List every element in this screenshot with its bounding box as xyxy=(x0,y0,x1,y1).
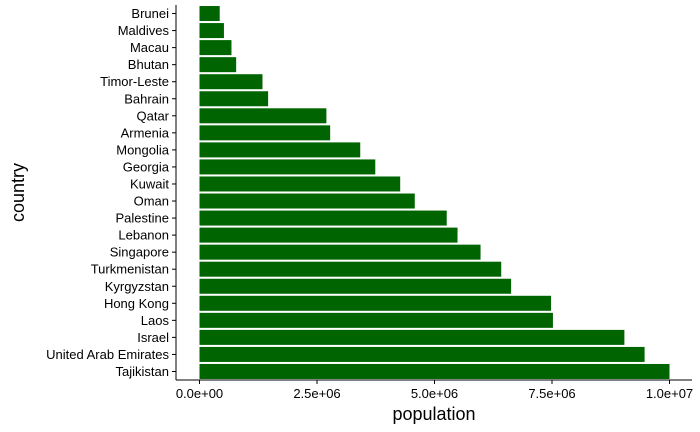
y-tick-label: Laos xyxy=(141,313,170,328)
bar-mongolia xyxy=(199,142,361,158)
bar-united-arab-emirates xyxy=(199,346,645,362)
y-tick-label: Bahrain xyxy=(124,91,169,106)
y-tick-label: United Arab Emirates xyxy=(46,347,169,362)
y-tick-label: Tajikistan xyxy=(116,364,169,379)
y-tick-label: Brunei xyxy=(131,6,169,21)
y-tick-label: Oman xyxy=(134,194,169,209)
y-tick-label: Timor-Leste xyxy=(100,74,169,89)
bar-bhutan xyxy=(199,57,237,73)
y-tick-label: Kuwait xyxy=(130,176,169,191)
x-axis-ticks: 0.0e+00 2.5e+06 5.0e+06 7.5e+06 1.0e+07 xyxy=(176,380,693,401)
bar-kuwait xyxy=(199,176,401,192)
bar-georgia xyxy=(199,159,376,175)
bar-armenia xyxy=(199,125,331,141)
x-tick-label: 1.0e+07 xyxy=(646,386,693,401)
x-tick-label: 7.5e+06 xyxy=(528,386,575,401)
bar-laos xyxy=(199,312,553,328)
bar-macau xyxy=(199,40,232,56)
x-tick-label: 2.5e+06 xyxy=(293,386,340,401)
x-tick-label: 0.0e+00 xyxy=(176,386,223,401)
y-axis-title: country xyxy=(8,163,28,222)
bar-timor-leste xyxy=(199,74,263,90)
y-tick-label: Bhutan xyxy=(128,57,169,72)
bar-kyrgyzstan xyxy=(199,278,512,294)
bar-hong-kong xyxy=(199,295,552,311)
bar-turkmenistan xyxy=(199,261,502,277)
y-tick-label: Hong Kong xyxy=(104,296,169,311)
y-tick-label: Kyrgyzstan xyxy=(105,279,169,294)
bar-lebanon xyxy=(199,227,458,243)
plot-area xyxy=(199,6,670,379)
y-tick-label: Macau xyxy=(130,40,169,55)
bar-brunei xyxy=(199,6,220,22)
y-tick-label: Singapore xyxy=(110,245,169,260)
y-tick-label: Armenia xyxy=(121,125,170,140)
y-tick-label: Georgia xyxy=(123,159,170,174)
y-tick-label: Maldives xyxy=(118,23,170,38)
bar-qatar xyxy=(199,108,327,124)
y-tick-label: Qatar xyxy=(136,108,169,123)
y-tick-label: Turkmenistan xyxy=(91,262,169,277)
bar-maldives xyxy=(199,23,224,39)
bar-bahrain xyxy=(199,91,269,107)
bar-tajikistan xyxy=(199,363,670,379)
y-tick-label: Israel xyxy=(137,330,169,345)
y-axis-ticks: Brunei Maldives Macau Bhutan Timor-Leste Bahr… xyxy=(46,6,176,379)
x-tick-label: 5.0e+06 xyxy=(411,386,458,401)
bar-israel xyxy=(199,329,625,345)
bar-singapore xyxy=(199,244,481,260)
y-tick-label: Mongolia xyxy=(116,142,170,157)
x-axis-title: population xyxy=(392,404,475,424)
y-tick-label: Lebanon xyxy=(118,228,169,243)
y-tick-label: Palestine xyxy=(116,211,169,226)
bar-oman xyxy=(199,193,415,209)
bar-palestine xyxy=(199,210,447,226)
